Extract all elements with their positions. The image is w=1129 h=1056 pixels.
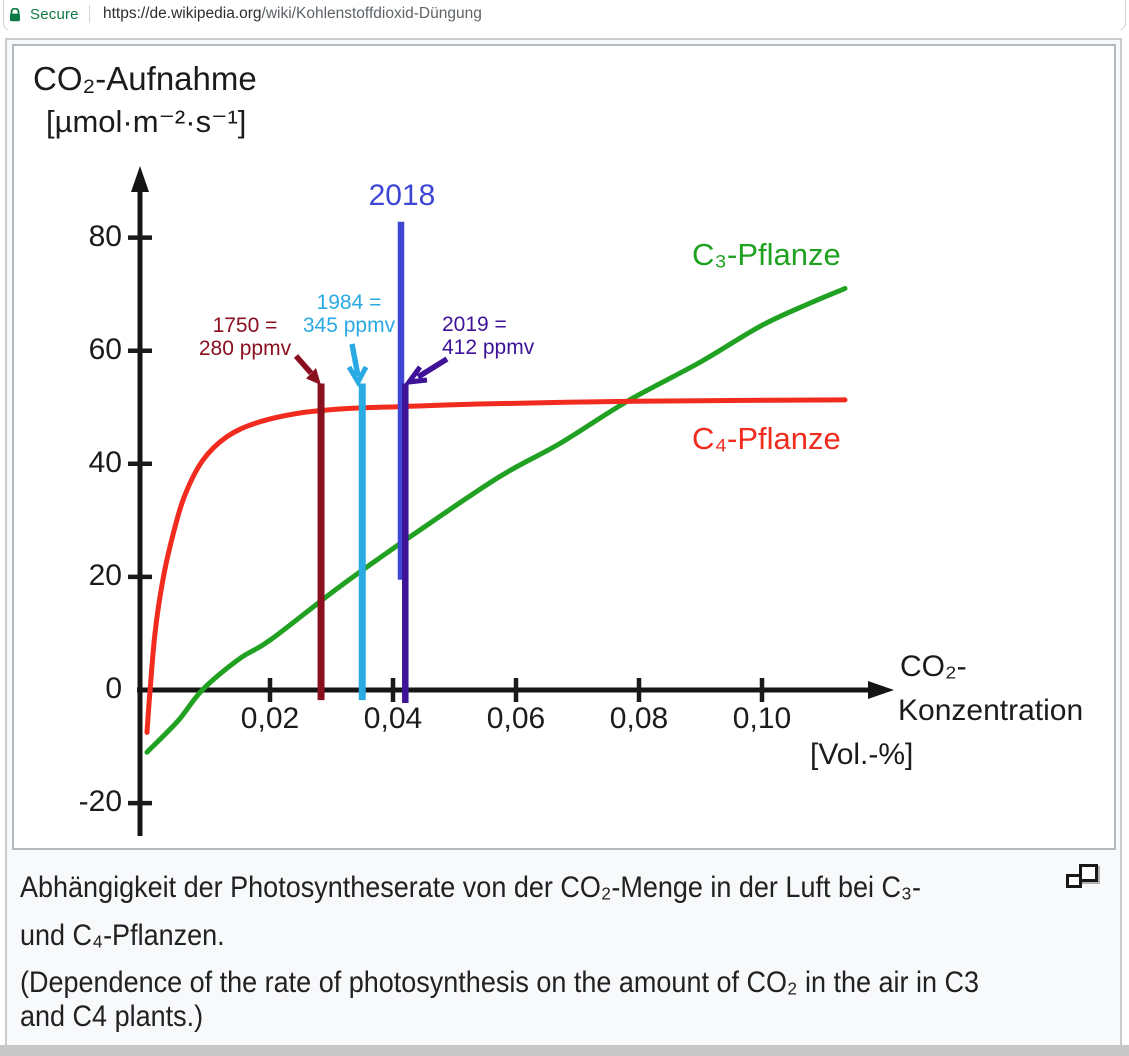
expand-icon[interactable]	[1062, 862, 1104, 896]
caption-english-line1: (Dependence of the rate of photosynthesi…	[20, 966, 980, 999]
series-label-c3: C₃-Pflanze	[692, 237, 841, 272]
y-tick-label: 80	[88, 219, 122, 253]
annotation-2018: 2018	[356, 180, 448, 212]
x-tick-label: 0,04	[363, 702, 423, 735]
annotation-1750-year: 1750 =	[212, 314, 278, 337]
annotation-1750: 1750 = 280 ppmv	[197, 314, 293, 360]
x-tick-label: 0,02	[240, 702, 300, 735]
caption-german: Abhängigkeit der Photosyntheserate von d…	[20, 864, 921, 960]
x-tick-label: 0,08	[609, 702, 669, 735]
annotation-1750-value: 280 ppmv	[198, 337, 292, 360]
caption-german-line1: Abhängigkeit der Photosyntheserate von d…	[20, 871, 921, 904]
annotation-2019-year: 2019 =	[442, 313, 507, 336]
x-axis-title-line1: CO₂-	[900, 650, 967, 683]
url-path: /wiki/Kohlenstoffdioxid-Düngung	[261, 5, 482, 22]
y-tick-label: 20	[88, 558, 122, 592]
omnibox[interactable]	[3, 0, 1126, 30]
url-host: https://de.wikipedia.org	[103, 5, 262, 22]
annotation-1984-value: 345 ppmv	[302, 314, 396, 337]
y-tick-label: -20	[78, 785, 122, 819]
lock-icon[interactable]	[9, 8, 21, 22]
y-tick-label: 0	[105, 672, 122, 705]
y-tick-label: 40	[88, 445, 122, 479]
security-status-label[interactable]: Secure	[30, 6, 79, 23]
bottom-scroll-strip[interactable]	[0, 1045, 1129, 1056]
x-tick-label: 0,06	[486, 702, 546, 735]
caption-english-line2: and C4 plants.)	[20, 1000, 204, 1033]
omnibox-divider	[89, 5, 90, 23]
y-tick-label: 60	[88, 332, 122, 366]
expand-icon-front-frame	[1066, 874, 1082, 888]
annotation-2019-value: 412 ppmv	[442, 336, 535, 359]
y-axis-unit: [µmol·m⁻²·s⁻¹]	[46, 104, 247, 139]
series-label-c4: C₄-Pflanze	[692, 421, 841, 456]
annotation-2018-year: 2018	[368, 179, 436, 212]
url-text[interactable]: https://de.wikipedia.org/wiki/Kohlenstof…	[103, 5, 482, 23]
expand-icon-back-frame	[1079, 864, 1098, 882]
x-axis-title-line2: Konzentration	[898, 694, 1084, 727]
annotation-1984: 1984 = 345 ppmv	[301, 291, 397, 337]
browser-address-bar: Secure https://de.wikipedia.org/wiki/Koh…	[0, 0, 1129, 30]
x-tick-label: 0,10	[732, 702, 792, 735]
y-axis-title: CO₂-Aufnahme	[33, 60, 257, 97]
annotation-2019: 2019 = 412 ppmv	[442, 313, 552, 359]
caption-english: (Dependence of the rate of photosynthesi…	[20, 966, 979, 1034]
x-axis-unit: [Vol.-%]	[810, 738, 914, 771]
annotation-1984-year: 1984 =	[316, 291, 382, 314]
caption-german-line2: und C₄-Pflanzen.	[20, 919, 225, 952]
